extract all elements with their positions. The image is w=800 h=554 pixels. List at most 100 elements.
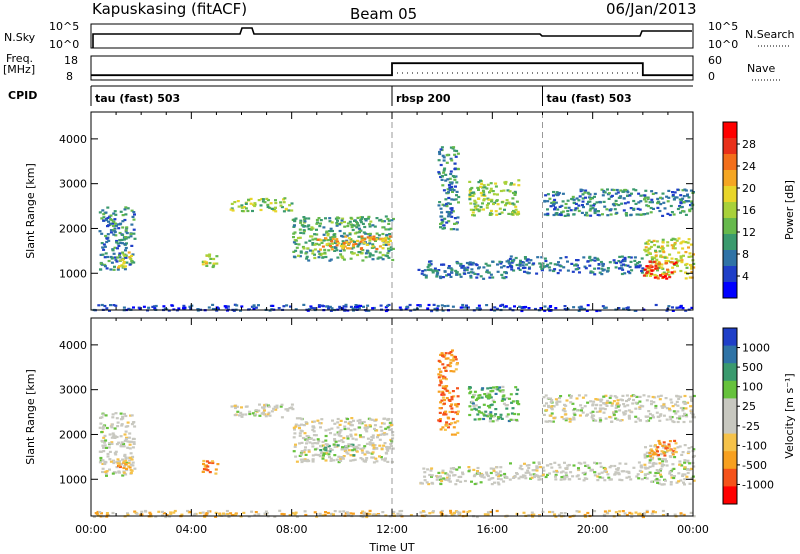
data-cell — [690, 265, 694, 268]
data-cell — [428, 512, 432, 515]
data-cell — [103, 304, 107, 308]
data-cell — [589, 214, 593, 217]
data-cell — [566, 199, 570, 202]
data-cell — [318, 455, 322, 458]
data-cell — [558, 400, 562, 403]
data-cell — [470, 408, 474, 411]
data-cell — [354, 242, 358, 245]
data-cell — [668, 470, 672, 473]
data-cell — [633, 394, 637, 397]
data-cell — [448, 202, 452, 205]
data-cell — [458, 273, 462, 276]
data-cell — [342, 242, 346, 245]
data-cell — [451, 305, 455, 308]
data-cell — [337, 432, 341, 435]
data-cell — [454, 358, 458, 361]
data-cell — [540, 267, 544, 270]
data-cell — [317, 305, 321, 308]
data-cell — [558, 466, 562, 469]
data-cell — [359, 221, 363, 224]
data-cell — [502, 265, 506, 268]
data-cell — [112, 459, 115, 462]
data-cell — [340, 448, 344, 451]
data-cell — [651, 395, 655, 399]
data-cell — [387, 243, 391, 246]
data-cell — [546, 213, 550, 217]
data-cell — [678, 460, 682, 463]
data-cell — [430, 481, 434, 484]
data-cell — [121, 242, 125, 245]
data-cell — [674, 412, 678, 415]
data-cell — [494, 387, 498, 390]
data-cell — [443, 217, 447, 220]
data-cell — [396, 512, 400, 515]
data-cell — [442, 156, 446, 159]
data-cell — [591, 197, 594, 200]
data-cell — [547, 404, 550, 407]
data-cell — [398, 306, 402, 309]
data-cell — [616, 402, 620, 405]
data-cell — [656, 277, 660, 280]
data-cell — [673, 513, 677, 516]
data-cell — [365, 427, 369, 430]
data-cell — [454, 355, 457, 359]
data-cell — [684, 407, 688, 410]
data-cell — [630, 269, 634, 272]
data-cell — [576, 259, 580, 262]
colorbar-segment — [723, 154, 737, 171]
data-cell — [268, 206, 272, 209]
data-cell — [585, 211, 589, 214]
data-cell — [660, 405, 664, 408]
data-cell — [494, 182, 498, 185]
data-cell — [378, 219, 382, 222]
data-cell — [645, 265, 649, 268]
data-cell — [447, 265, 451, 268]
data-cell — [654, 404, 658, 408]
data-cell — [326, 511, 330, 515]
data-cell — [502, 480, 506, 483]
data-cell — [119, 412, 123, 415]
data-cell — [617, 513, 621, 516]
data-cell — [359, 447, 363, 450]
data-cell — [627, 475, 631, 478]
data-cell — [477, 197, 481, 200]
data-cell — [431, 510, 435, 513]
data-cell — [523, 266, 527, 269]
data-cell — [449, 267, 453, 270]
data-cell — [347, 427, 350, 430]
data-cell — [548, 309, 552, 312]
data-cell — [306, 309, 310, 312]
data-cell — [336, 426, 340, 429]
data-cell — [546, 473, 549, 476]
data-cell — [598, 410, 602, 413]
data-cell — [544, 420, 548, 423]
data-cell — [667, 273, 671, 276]
data-cell — [364, 218, 367, 221]
data-cell — [475, 515, 479, 519]
data-cell — [511, 400, 515, 403]
data-cell — [385, 255, 389, 258]
data-cell — [656, 481, 660, 484]
data-cell — [314, 434, 318, 437]
data-cell — [379, 238, 383, 241]
data-cell — [357, 307, 361, 310]
data-cell — [270, 308, 274, 311]
data-cell — [576, 468, 580, 471]
data-cell — [380, 448, 384, 451]
data-cell — [347, 237, 351, 240]
data-cell — [519, 464, 523, 467]
data-cell — [361, 222, 365, 225]
data-cell — [652, 461, 656, 465]
data-cell — [583, 461, 587, 464]
data-cell — [132, 232, 136, 235]
data-cell — [655, 275, 659, 278]
data-cell — [384, 215, 388, 218]
data-cell — [332, 233, 336, 236]
data-cell — [447, 266, 451, 270]
data-cell — [667, 305, 671, 308]
data-cell — [359, 457, 363, 460]
data-cell — [593, 202, 597, 206]
data-cell — [254, 409, 258, 412]
data-cell — [499, 413, 503, 416]
data-cell — [659, 274, 663, 277]
